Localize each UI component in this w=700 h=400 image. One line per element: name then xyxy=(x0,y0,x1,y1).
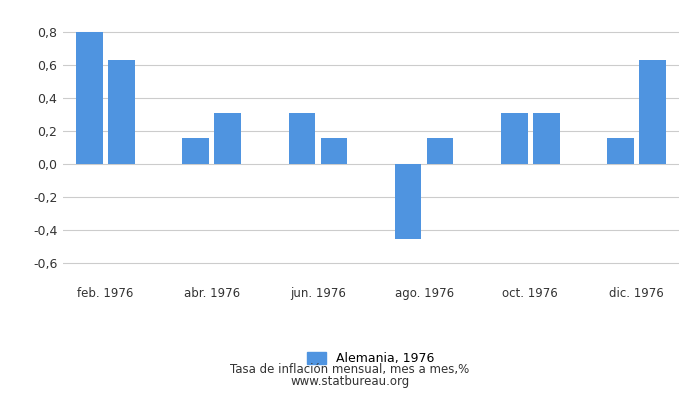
Text: Tasa de inflación mensual, mes a mes,%: Tasa de inflación mensual, mes a mes,% xyxy=(230,364,470,376)
Bar xyxy=(183,138,209,164)
Text: www.statbureau.org: www.statbureau.org xyxy=(290,376,410,388)
Bar xyxy=(288,113,315,164)
Bar xyxy=(76,32,103,164)
Bar xyxy=(533,113,559,164)
Legend: Alemania, 1976: Alemania, 1976 xyxy=(302,347,440,370)
Bar xyxy=(321,138,347,164)
Bar xyxy=(108,60,134,164)
Bar xyxy=(427,138,454,164)
Bar xyxy=(395,164,421,239)
Bar xyxy=(501,113,528,164)
Bar xyxy=(608,138,634,164)
Bar xyxy=(214,113,241,164)
Bar xyxy=(639,60,666,164)
